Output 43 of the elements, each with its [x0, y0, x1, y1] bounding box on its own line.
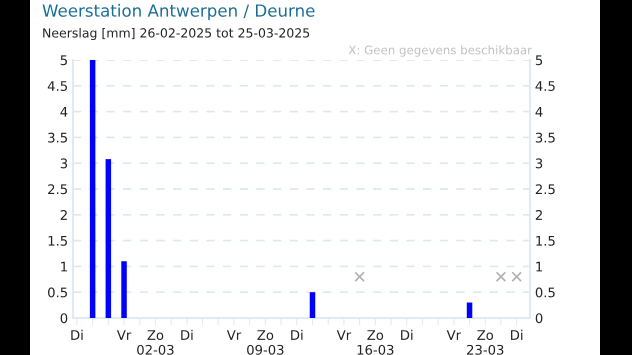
- y2-tick-label: 4.5: [536, 81, 555, 91]
- x-tick-label: Di: [401, 330, 412, 340]
- x-tick-label: Vr: [446, 330, 462, 340]
- x-tick-label: Zo 23-03: [467, 330, 504, 355]
- y2-tick-label: 1: [536, 262, 542, 272]
- x-tick-label: Di: [291, 330, 302, 340]
- y-tick-label: 3.5: [48, 132, 67, 143]
- y2-tick-label: 1.5: [536, 236, 555, 246]
- y2-tick-label: 4: [536, 106, 543, 117]
- bar: [90, 60, 96, 318]
- y2-tick-label: 2: [536, 210, 542, 220]
- y-tick-label: 3: [60, 158, 68, 168]
- y2-tick-label: 0: [536, 313, 542, 324]
- y-tick-label: 0.5: [48, 287, 67, 298]
- y-tick-label: 2.5: [48, 184, 67, 194]
- y-tick-label: 2: [60, 210, 67, 220]
- x-tick-label: Di: [181, 330, 193, 340]
- y2-tick-label: 3: [536, 158, 542, 168]
- y-tick-label: 1.5: [48, 236, 67, 246]
- y-tick-label: 4.5: [48, 81, 67, 91]
- x-tick-label: Di: [511, 330, 522, 340]
- x-tick-label: Zo 16-03: [358, 330, 394, 355]
- bar: [310, 292, 316, 318]
- chart-title: Weerstation Antwerpen / Deurne: [42, 4, 314, 20]
- x-tick-label: Zo 09-03: [247, 330, 284, 355]
- y2-tick-label: 0.5: [536, 287, 555, 298]
- x-tick-label: Vr: [116, 330, 132, 340]
- x-tick-label: Di: [71, 330, 83, 340]
- y-tick-label: 4: [60, 106, 68, 117]
- x-tick-label: Zo 02-03: [137, 330, 174, 355]
- y2-tick-label: 2.5: [536, 184, 555, 194]
- y-tick-label: 1: [61, 262, 67, 272]
- chart-subtitle: Neerslag [mm] 26-02-2025 tot 25-03-2025: [43, 28, 310, 40]
- text: X: Geen gegevens beschikbaar: [348, 45, 532, 57]
- y-tick-label: 0: [60, 313, 68, 324]
- y-tick-label: 5: [60, 55, 67, 66]
- bar: [466, 302, 472, 318]
- x-tick-label: Vr: [226, 330, 242, 340]
- bar: [106, 159, 112, 318]
- y2-tick-label: 5: [536, 55, 542, 66]
- x-tick-label: Vr: [336, 330, 352, 340]
- bar: [121, 261, 127, 318]
- y2-tick-label: 3.5: [536, 132, 555, 143]
